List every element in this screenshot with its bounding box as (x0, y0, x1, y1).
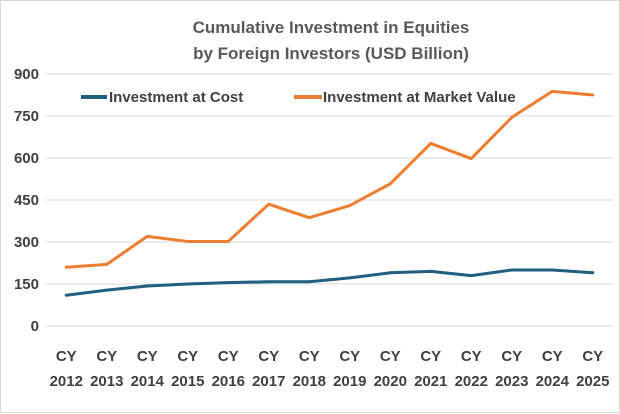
x-tick-label-year: 2019 (333, 373, 366, 390)
chart-title-line-1: Cumulative Investment in Equities (193, 18, 470, 37)
x-tick-label-year: 2023 (495, 373, 528, 390)
data-point (105, 262, 109, 266)
x-tick-label-prefix: CY (420, 348, 441, 365)
data-point (64, 293, 68, 297)
y-tick-label: 450 (14, 192, 39, 209)
x-tick-label-year: 2012 (50, 373, 83, 390)
x-tick-label-prefix: CY (137, 348, 158, 365)
data-point (267, 202, 271, 206)
data-point (186, 282, 190, 286)
x-tick-label-prefix: CY (96, 348, 117, 365)
x-tick-label-year: 2025 (576, 373, 609, 390)
x-tick-label-year: 2018 (293, 373, 326, 390)
y-tick-label: 0 (31, 318, 39, 335)
data-point (388, 182, 392, 186)
x-tick-label-prefix: CY (258, 348, 279, 365)
series-line-market-value (66, 89, 593, 269)
data-point (307, 280, 311, 284)
data-point (267, 280, 271, 284)
data-point (510, 268, 514, 272)
y-tick-label: 750 (14, 108, 39, 125)
x-tick-label-year: 2013 (90, 373, 123, 390)
x-tick-label-prefix: CY (177, 348, 198, 365)
x-tick-label-prefix: CY (380, 348, 401, 365)
data-point (105, 288, 109, 292)
data-point (550, 268, 554, 272)
x-tick-label-year: 2014 (131, 373, 165, 390)
data-point (429, 141, 433, 145)
x-tick-label-year: 2020 (374, 373, 407, 390)
series-line-cost (66, 268, 593, 297)
data-point (64, 265, 68, 269)
x-tick-label-prefix: CY (339, 348, 360, 365)
data-point (348, 276, 352, 280)
x-tick-label-year: 2015 (171, 373, 204, 390)
x-tick-label-prefix: CY (299, 348, 320, 365)
x-tick-label-prefix: CY (461, 348, 482, 365)
x-tick-label-prefix: CY (218, 348, 239, 365)
y-tick-label: 150 (14, 276, 39, 293)
data-point (226, 239, 230, 243)
y-tick-label: 300 (14, 234, 39, 251)
data-point (145, 284, 149, 288)
data-point (226, 281, 230, 285)
data-point (591, 93, 595, 97)
data-point (145, 234, 149, 238)
y-tick-label: 600 (14, 150, 39, 167)
x-tick-label-prefix: CY (501, 348, 522, 365)
x-tick-label-year: 2022 (455, 373, 488, 390)
data-point (307, 216, 311, 220)
legend-label-cost: Investment at Cost (109, 89, 243, 106)
x-tick-label-year: 2021 (414, 373, 447, 390)
x-tick-label-prefix: CY (56, 348, 77, 365)
y-tick-label: 900 (14, 66, 39, 83)
data-point (469, 274, 473, 278)
x-tick-label-year: 2017 (252, 373, 285, 390)
data-point (550, 89, 554, 93)
data-point (591, 271, 595, 275)
x-tick-label-year: 2024 (536, 373, 570, 390)
chart-title-line-2: by Foreign Investors (USD Billion) (193, 44, 469, 63)
x-tick-label-year: 2016 (212, 373, 245, 390)
data-point (186, 239, 190, 243)
data-point (510, 115, 514, 119)
x-tick-label-prefix: CY (542, 348, 563, 365)
x-tick-label-prefix: CY (582, 348, 603, 365)
legend-label-market-value: Investment at Market Value (323, 89, 516, 106)
data-point (348, 204, 352, 208)
data-point (469, 157, 473, 161)
data-point (388, 271, 392, 275)
data-point (429, 269, 433, 273)
